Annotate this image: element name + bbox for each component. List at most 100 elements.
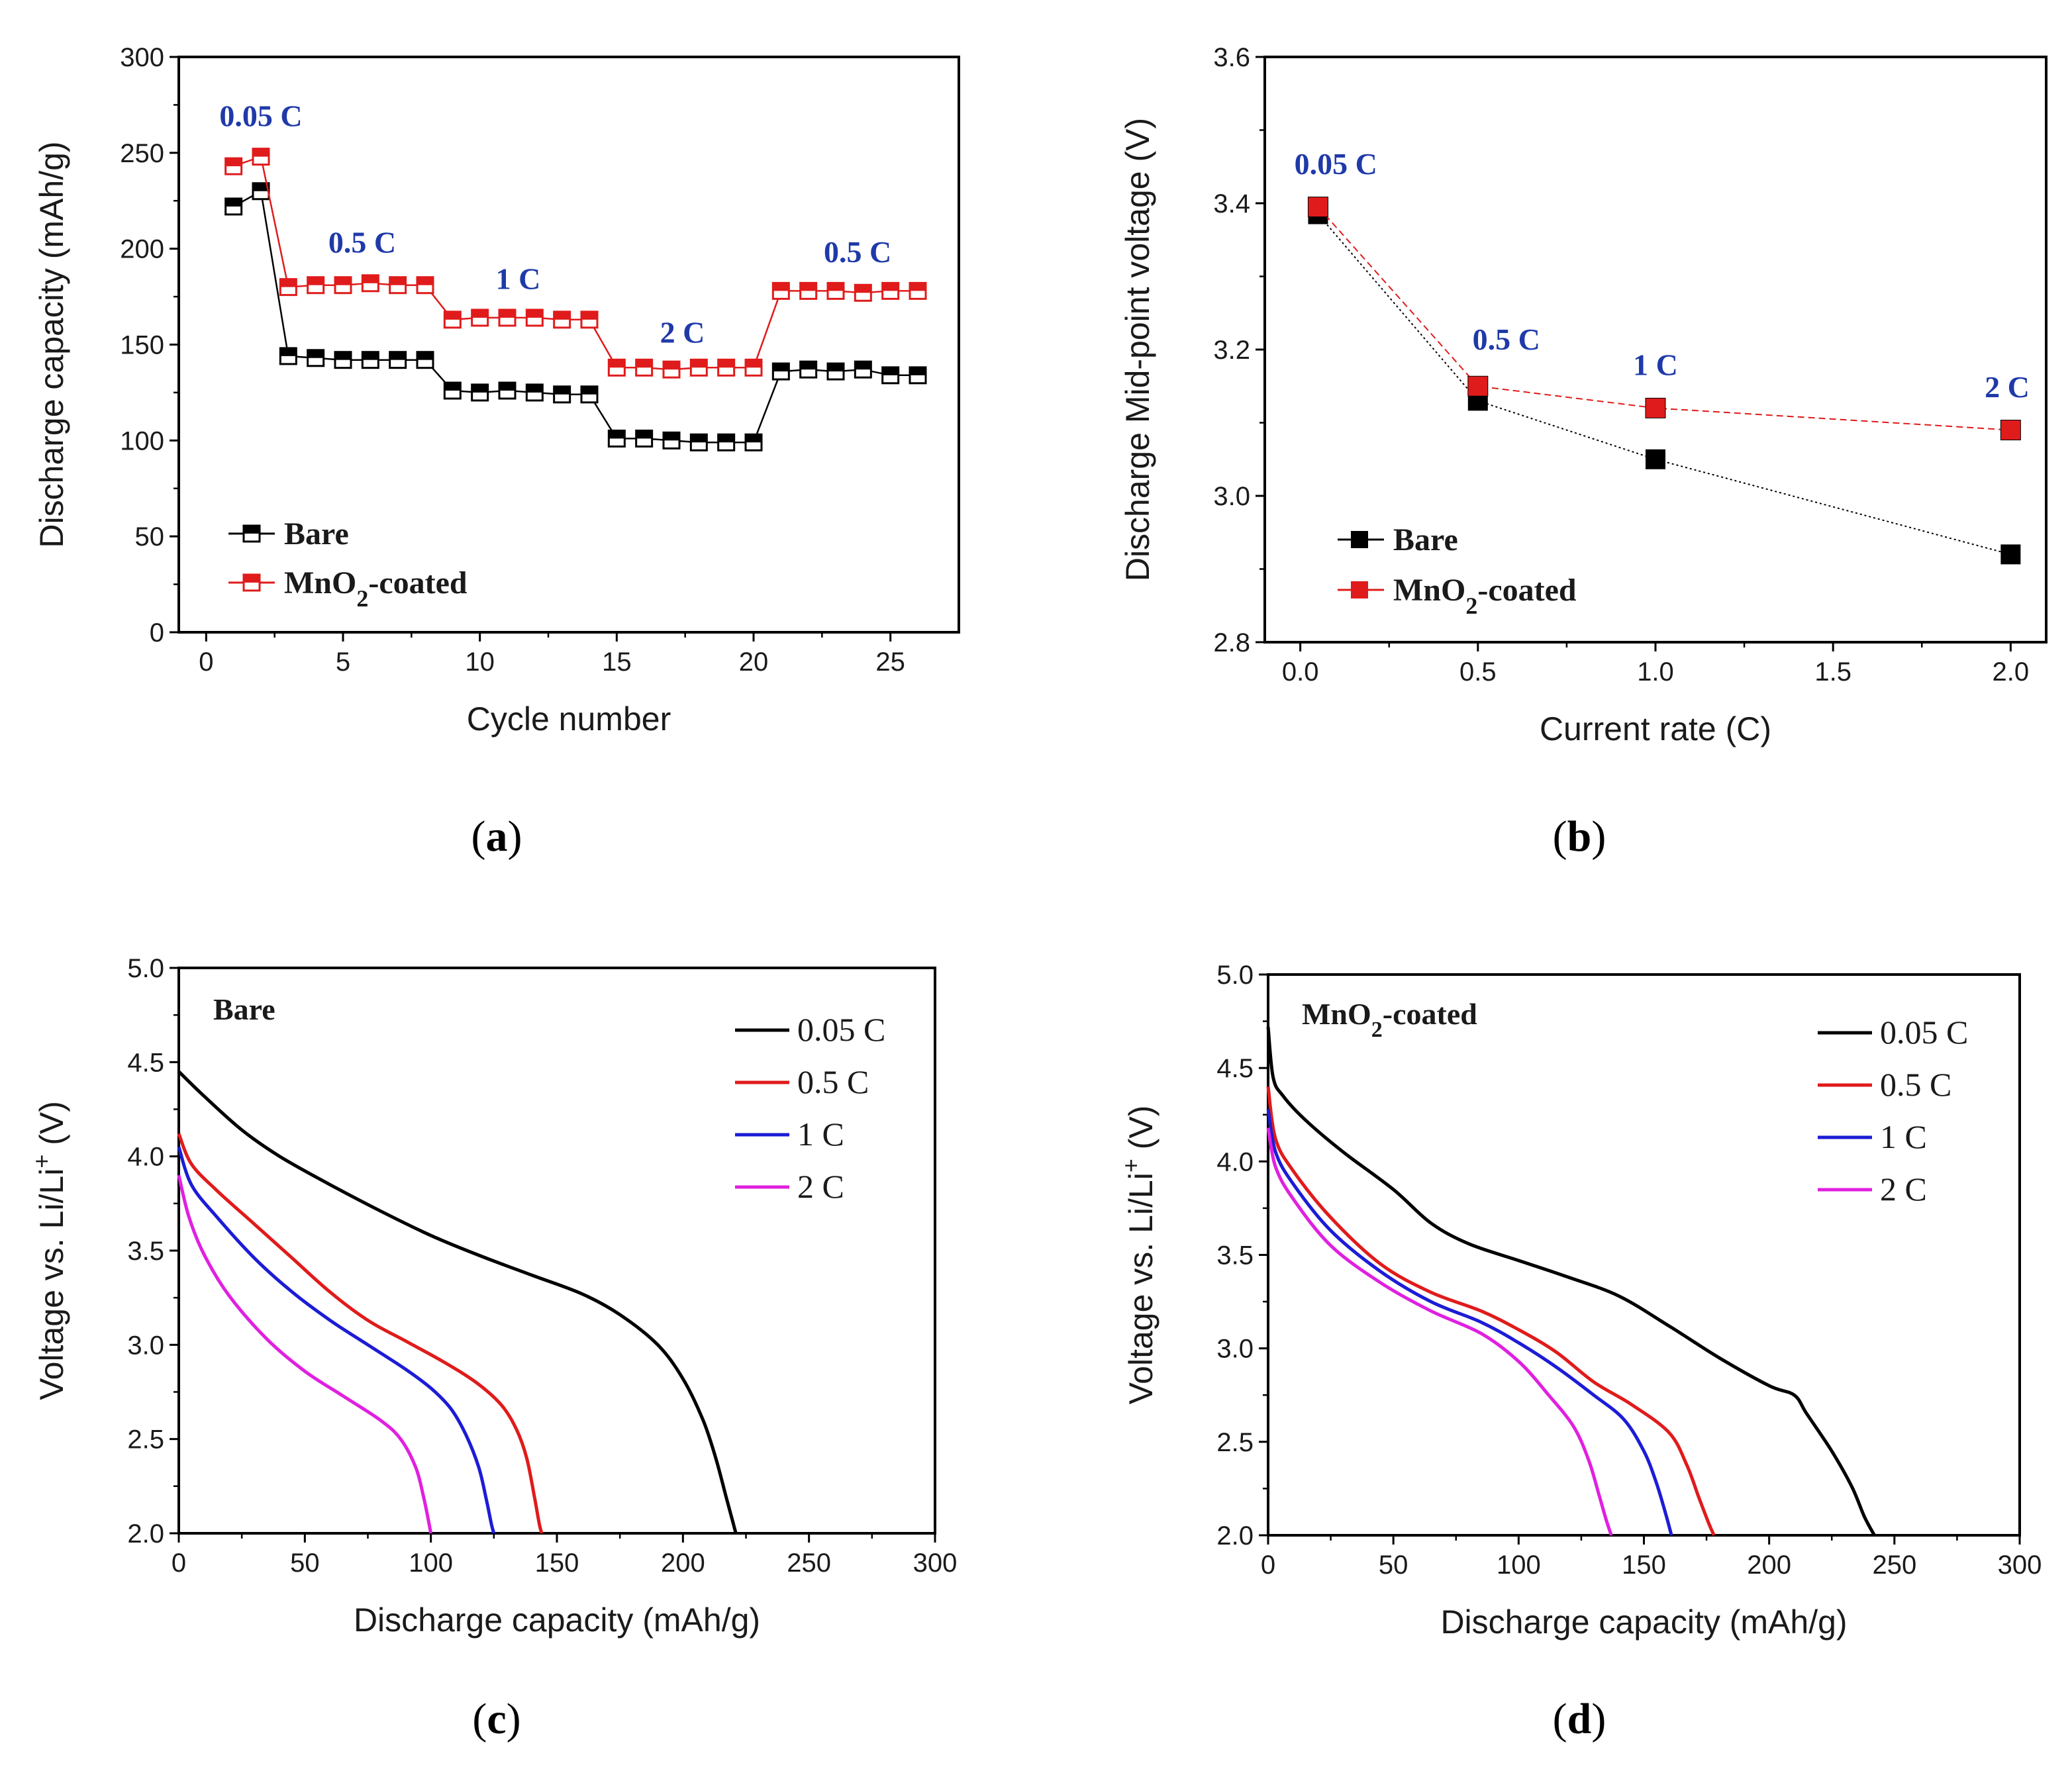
legend-label-suffix: -coated bbox=[1477, 573, 1577, 608]
data-point-fill bbox=[691, 359, 707, 368]
y-tick-label: 4.0 bbox=[1216, 1147, 1254, 1176]
y-tick-label: 300 bbox=[120, 43, 164, 72]
data-point-fill bbox=[253, 183, 269, 191]
y-tick-label: 3.5 bbox=[1216, 1241, 1254, 1270]
y-tick-label: 0 bbox=[150, 618, 164, 647]
data-point-fill bbox=[828, 283, 844, 291]
y-axis-label-unit: (V) bbox=[1122, 1106, 1159, 1159]
data-point-fill bbox=[526, 309, 543, 318]
data-point-fill bbox=[800, 361, 816, 370]
x-tick-label: 250 bbox=[1872, 1550, 1916, 1580]
data-point-fill bbox=[499, 383, 515, 391]
data-point-fill bbox=[718, 434, 734, 443]
data-point bbox=[1645, 397, 1666, 418]
data-point-fill bbox=[609, 359, 625, 368]
legend-label: 1 C bbox=[797, 1116, 844, 1153]
series-line-1-C bbox=[177, 1146, 496, 1534]
x-tick-label: 1.5 bbox=[1814, 657, 1851, 687]
series-mno2-coated bbox=[1307, 197, 2021, 441]
y-tick-label: 100 bbox=[120, 426, 164, 455]
x-tick-label: 15 bbox=[602, 647, 632, 677]
data-point-fill bbox=[307, 350, 324, 358]
rate-annotation: 0.5 C bbox=[328, 225, 396, 259]
data-point bbox=[1646, 449, 1665, 469]
data-point-fill bbox=[253, 148, 269, 157]
y-tick-label: 4.5 bbox=[1216, 1054, 1254, 1083]
legend-label-sub: 2 bbox=[1465, 593, 1477, 619]
rate-annotation: 0.5 C bbox=[824, 235, 891, 269]
data-point-fill bbox=[417, 352, 433, 360]
y-axis-label-text: Discharge capacity (mAh/g) bbox=[33, 141, 70, 548]
y-tick-label: 2.8 bbox=[1213, 628, 1250, 657]
legend-marker bbox=[1351, 531, 1368, 548]
y-tick-label: 3.5 bbox=[127, 1237, 164, 1266]
y-tick-label: 200 bbox=[120, 235, 164, 264]
rate-annotation: 1 C bbox=[496, 262, 541, 295]
data-point-fill bbox=[471, 309, 488, 318]
panel-label-paren: ) bbox=[508, 812, 522, 861]
x-tick-label: 150 bbox=[535, 1549, 579, 1578]
data-point-fill bbox=[691, 434, 707, 443]
x-tick-label: 0.5 bbox=[1459, 657, 1497, 687]
rate-annotation: 0.05 C bbox=[1295, 147, 1377, 181]
rate-annotation: 0.5 C bbox=[1473, 322, 1540, 356]
y-axis-label-text: Voltage vs. Li/Li bbox=[33, 1169, 70, 1400]
legend-label: 2 C bbox=[1880, 1170, 1927, 1208]
series-line bbox=[233, 155, 918, 371]
panel-label: (b) bbox=[1553, 812, 1606, 861]
rate-annotation: 2 C bbox=[660, 316, 705, 350]
y-tick-label: 3.4 bbox=[1213, 189, 1250, 218]
legend-label-text: Bare bbox=[284, 516, 349, 551]
y-axis-label-sup: + bbox=[28, 1155, 55, 1169]
data-point-fill bbox=[307, 277, 324, 285]
x-tick-label: 0.0 bbox=[1282, 657, 1319, 687]
x-tick-label: 25 bbox=[875, 647, 905, 677]
x-tick-label: 100 bbox=[1497, 1550, 1541, 1580]
panel-label-paren: ( bbox=[1553, 812, 1567, 861]
data-point bbox=[2000, 420, 2021, 441]
data-point-fill bbox=[499, 309, 515, 318]
data-point-fill bbox=[389, 277, 406, 285]
data-point-fill bbox=[664, 361, 679, 370]
rate-annotation: 2 C bbox=[1985, 370, 2030, 404]
series-mno2-coated bbox=[224, 148, 927, 379]
rate-annotation: 1 C bbox=[1633, 348, 1678, 382]
data-point-fill bbox=[664, 432, 679, 441]
x-tick-label: 250 bbox=[787, 1549, 831, 1578]
series-line-0-5-C bbox=[177, 1133, 544, 1534]
x-tick-label: 2.0 bbox=[1993, 657, 2030, 687]
legend-label: 0.05 C bbox=[1880, 1014, 1968, 1051]
y-tick-label: 4.0 bbox=[127, 1143, 164, 1172]
x-tick-label: 0 bbox=[199, 647, 213, 677]
y-axis-label-text: Discharge Mid-point voltage (V) bbox=[1119, 118, 1156, 581]
panel-label: (d) bbox=[1553, 1695, 1606, 1743]
plot-title-text: MnO bbox=[1302, 997, 1371, 1031]
data-point-fill bbox=[335, 352, 351, 360]
panel-label-paren: ( bbox=[471, 812, 486, 861]
x-tick-label: 20 bbox=[739, 647, 769, 677]
data-point-fill bbox=[444, 383, 461, 391]
data-point bbox=[1467, 375, 1489, 397]
data-point-fill bbox=[910, 283, 926, 291]
data-point-fill bbox=[225, 158, 242, 167]
legend-label: 2 C bbox=[797, 1168, 844, 1205]
series-line-1-C bbox=[1266, 1108, 1673, 1536]
data-point-fill bbox=[554, 386, 570, 395]
panel-label-letter: d bbox=[1567, 1695, 1592, 1743]
data-point-fill bbox=[609, 430, 625, 439]
series-line-2-C bbox=[177, 1174, 433, 1534]
panel-label-letter: c bbox=[487, 1695, 506, 1743]
series-bare bbox=[1308, 204, 2021, 565]
y-tick-label: 2.0 bbox=[1216, 1521, 1254, 1550]
y-tick-label: 4.5 bbox=[127, 1048, 164, 1077]
y-tick-label: 3.2 bbox=[1213, 336, 1250, 365]
data-point-fill bbox=[773, 363, 789, 372]
x-axis-label: Discharge capacity (mAh/g) bbox=[354, 1601, 760, 1639]
legend-label: 0.05 C bbox=[797, 1011, 885, 1048]
data-point bbox=[2000, 544, 2021, 565]
y-tick-label: 2.5 bbox=[1216, 1428, 1254, 1457]
x-tick-label: 5 bbox=[336, 647, 350, 677]
x-axis-label: Cycle number bbox=[467, 700, 671, 738]
y-axis-label-unit: (V) bbox=[33, 1101, 70, 1155]
